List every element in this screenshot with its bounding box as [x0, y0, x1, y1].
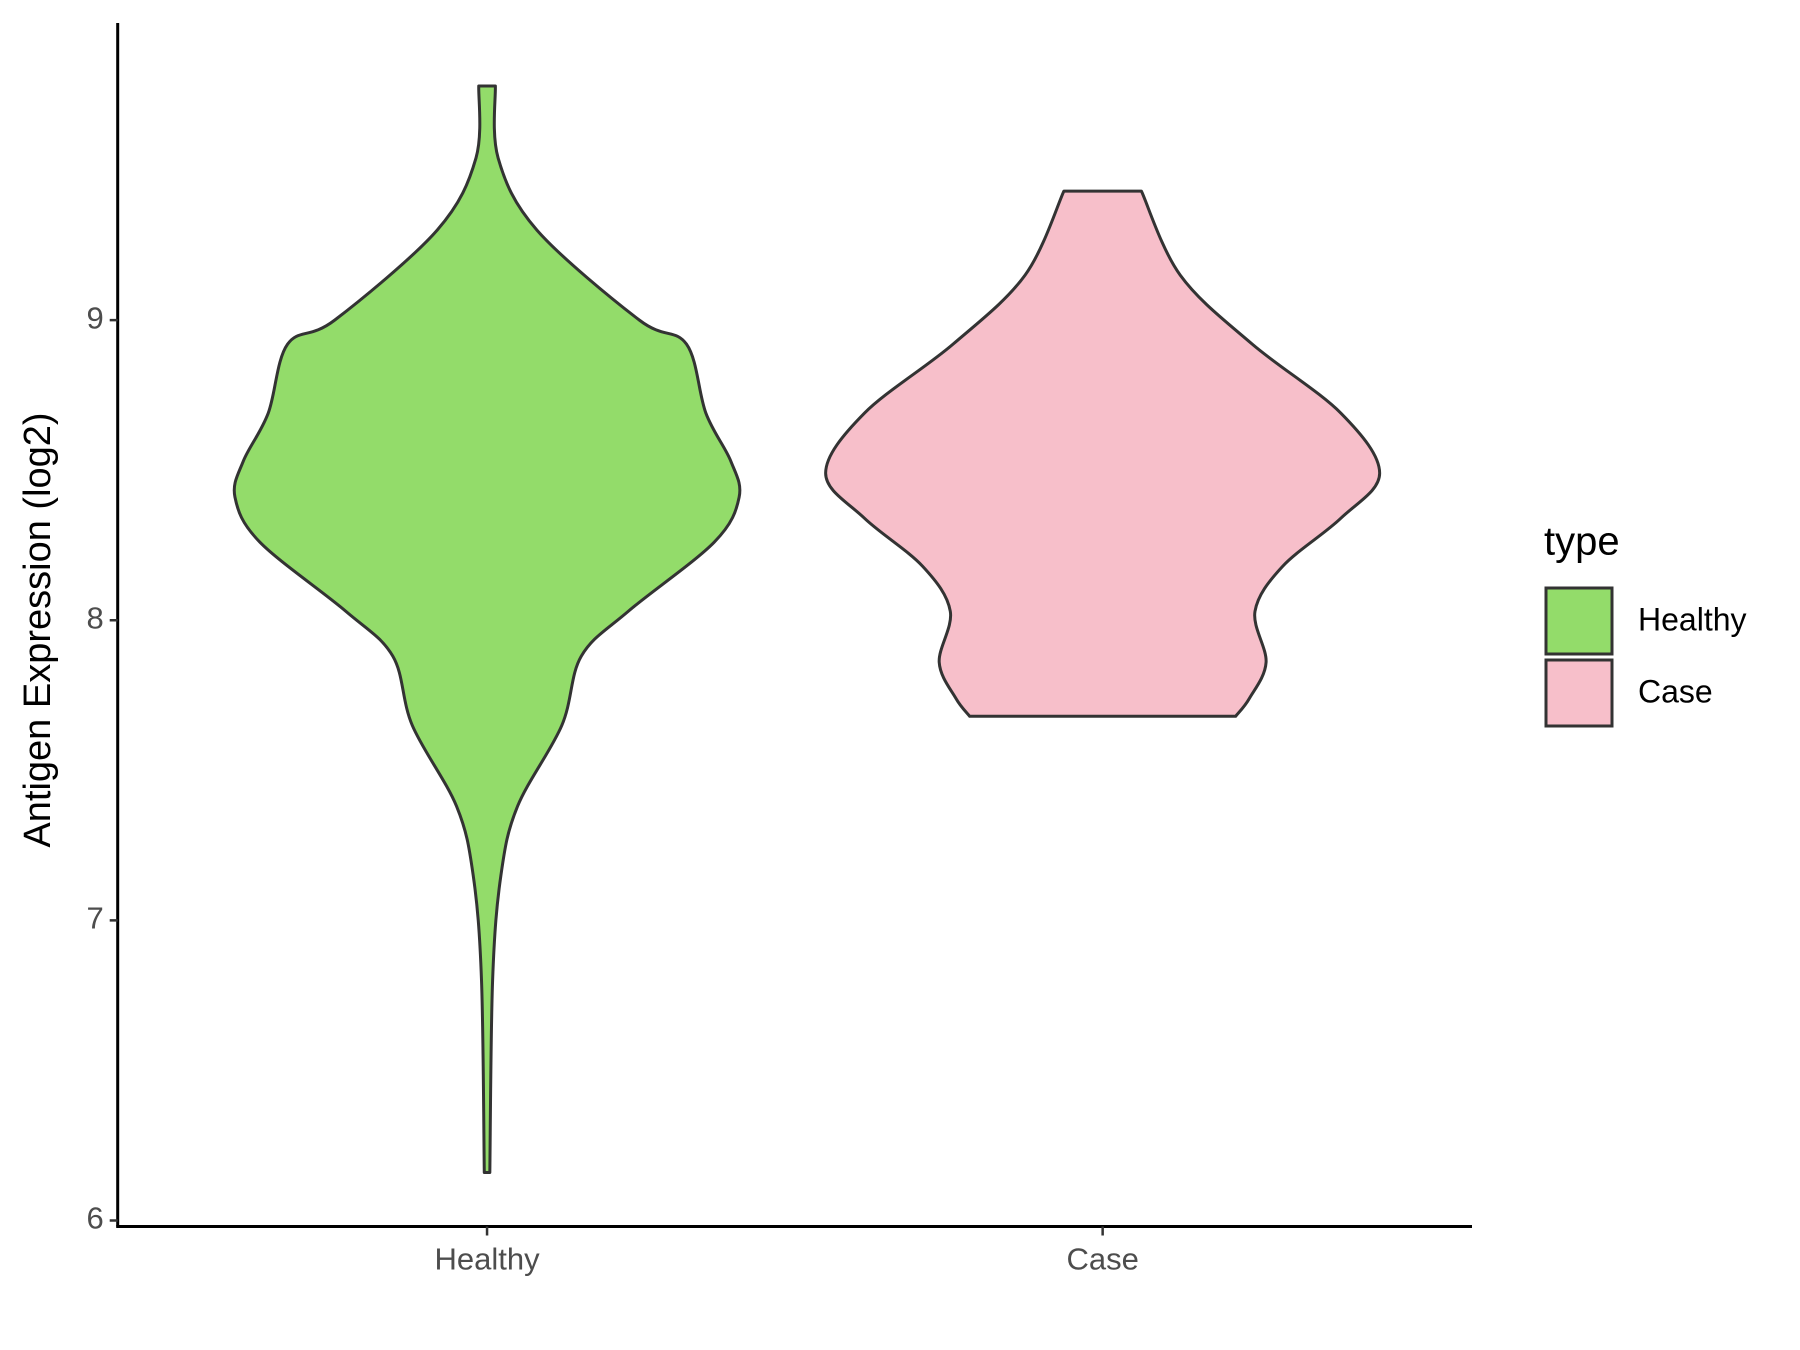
legend-key [1544, 586, 1614, 656]
y-axis-title: Antigen Expression (log2) [17, 412, 59, 847]
legend-label: Healthy [1638, 601, 1747, 637]
y-tick-label: 8 [86, 600, 103, 635]
legend-title: type [1544, 520, 1620, 564]
y-tick-label: 7 [86, 901, 103, 936]
legend-label: Case [1638, 673, 1713, 709]
legend-key [1544, 658, 1614, 728]
violin [232, 84, 742, 1174]
y-tick-label: 9 [86, 300, 103, 335]
violin [824, 189, 1382, 718]
x-tick-label: Healthy [434, 1242, 540, 1277]
x-tick-label: Case [1066, 1242, 1138, 1277]
y-tick-label: 6 [86, 1201, 103, 1236]
